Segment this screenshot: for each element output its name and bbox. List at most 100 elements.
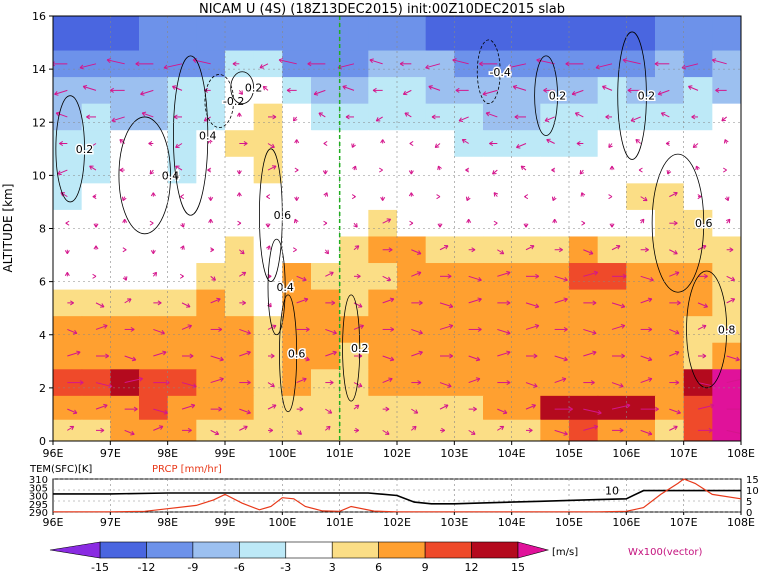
wind-vector	[207, 139, 213, 144]
wind-vector	[526, 273, 540, 279]
shade-cell	[368, 156, 398, 184]
shade-cell	[282, 236, 312, 264]
wind-vector	[353, 382, 363, 388]
contour-label: 0.6	[274, 209, 292, 222]
wind-vector	[210, 406, 223, 412]
shade-cell	[397, 77, 427, 105]
wind-vector	[171, 85, 183, 91]
shade-cell	[196, 209, 226, 238]
sub-x-tick-label: 102E	[383, 516, 411, 529]
wind-vector	[583, 380, 595, 386]
wind-vector	[268, 114, 277, 120]
wind-vector	[583, 328, 597, 335]
wind-vector	[711, 58, 727, 65]
shade-cell	[81, 236, 111, 264]
shade-cell	[712, 209, 741, 238]
colorbar-segment	[239, 541, 287, 559]
surface-subplot: 10 96E 97E 98E 99E 100E 101E 102E 103E 104E 105E 1…	[29, 464, 759, 529]
wind-vector	[411, 300, 423, 306]
tem-tick-label: 305	[29, 483, 48, 494]
y-tick-label: 0	[39, 435, 46, 448]
wind-vector	[380, 139, 386, 144]
wind-vector	[354, 273, 361, 279]
wind-vector	[428, 85, 441, 91]
shade-cell	[225, 183, 255, 211]
wind-vector	[639, 218, 645, 224]
wind-vector	[323, 141, 328, 146]
wind-vector	[152, 271, 158, 277]
shade-cell	[712, 395, 741, 421]
shade-cell	[225, 103, 255, 131]
main-y-ticks: 0 2 4 6 8 10 12 14 16	[32, 10, 53, 448]
y-tick-label: 14	[32, 63, 46, 76]
colorbar-segment	[471, 541, 519, 559]
shade-cell	[282, 16, 312, 52]
wind-vector	[351, 194, 356, 200]
shade-cell	[110, 395, 140, 421]
shade-cell	[683, 77, 713, 105]
wind-vector	[296, 377, 307, 384]
colorbar-high-triangle	[517, 541, 550, 559]
y-tick-label: 2	[39, 382, 46, 395]
shade-cell	[53, 209, 83, 238]
wind-vector	[493, 192, 499, 197]
wind-vector	[583, 424, 599, 431]
wind-vector	[660, 112, 670, 118]
wind-vector	[612, 427, 624, 433]
shade-cell	[597, 77, 627, 105]
shade-cell	[282, 77, 312, 105]
wind-vector	[239, 380, 251, 386]
wind-vector	[124, 326, 135, 332]
wind-vector	[465, 196, 471, 202]
wind-vector	[399, 61, 412, 67]
shade-cell	[53, 130, 83, 158]
wind-vector	[239, 249, 245, 255]
wind-vector	[380, 196, 386, 201]
chart-title: NICAM U (4S) (18Z13DEC2015) init:00Z10DE…	[199, 2, 565, 17]
shade-cell	[597, 183, 627, 211]
wind-vector	[67, 425, 75, 431]
wind-vector	[267, 165, 277, 171]
shade-cell	[540, 395, 570, 421]
contour-line	[173, 55, 209, 216]
shade-cell	[282, 209, 312, 238]
colorbar-tick-label: 9	[422, 561, 429, 574]
prcp-axis-label: PRCP [mm/hr]	[152, 464, 222, 475]
wind-vector	[352, 165, 357, 171]
sub-x-tick-label: 101E	[326, 516, 354, 529]
shade-cell	[397, 130, 427, 158]
wind-vector	[296, 406, 304, 412]
wind-vector	[409, 141, 414, 146]
wind-vector	[669, 191, 678, 198]
shade-cell	[397, 16, 427, 52]
shade-cell	[282, 130, 312, 158]
shade-cell	[167, 77, 197, 105]
shade-cell	[311, 16, 341, 52]
shade-cell	[626, 103, 656, 131]
wind-vector	[208, 218, 214, 224]
shade-cell	[196, 50, 226, 78]
wind-vector	[697, 302, 709, 308]
wind-vector	[466, 218, 472, 224]
wind-vector	[525, 302, 540, 309]
shade-cell	[511, 16, 541, 52]
wind-vector	[479, 61, 498, 67]
wind-vector	[296, 297, 309, 304]
shade-cell	[253, 16, 283, 52]
wind-vector	[411, 350, 423, 357]
wind-vector	[697, 194, 702, 200]
wind-vector	[482, 89, 498, 96]
wind-vector	[353, 245, 360, 251]
wind-vector	[59, 141, 68, 146]
wind-vector	[640, 355, 653, 362]
wind-vector	[554, 326, 568, 332]
wind-vector	[402, 89, 412, 96]
wind-vector	[67, 350, 81, 357]
shade-cell	[139, 395, 169, 421]
shade-cell	[81, 77, 111, 105]
wind-vector	[551, 167, 556, 173]
shade-cell	[655, 16, 685, 52]
shade-cell	[53, 395, 83, 421]
contour-line	[534, 55, 558, 136]
